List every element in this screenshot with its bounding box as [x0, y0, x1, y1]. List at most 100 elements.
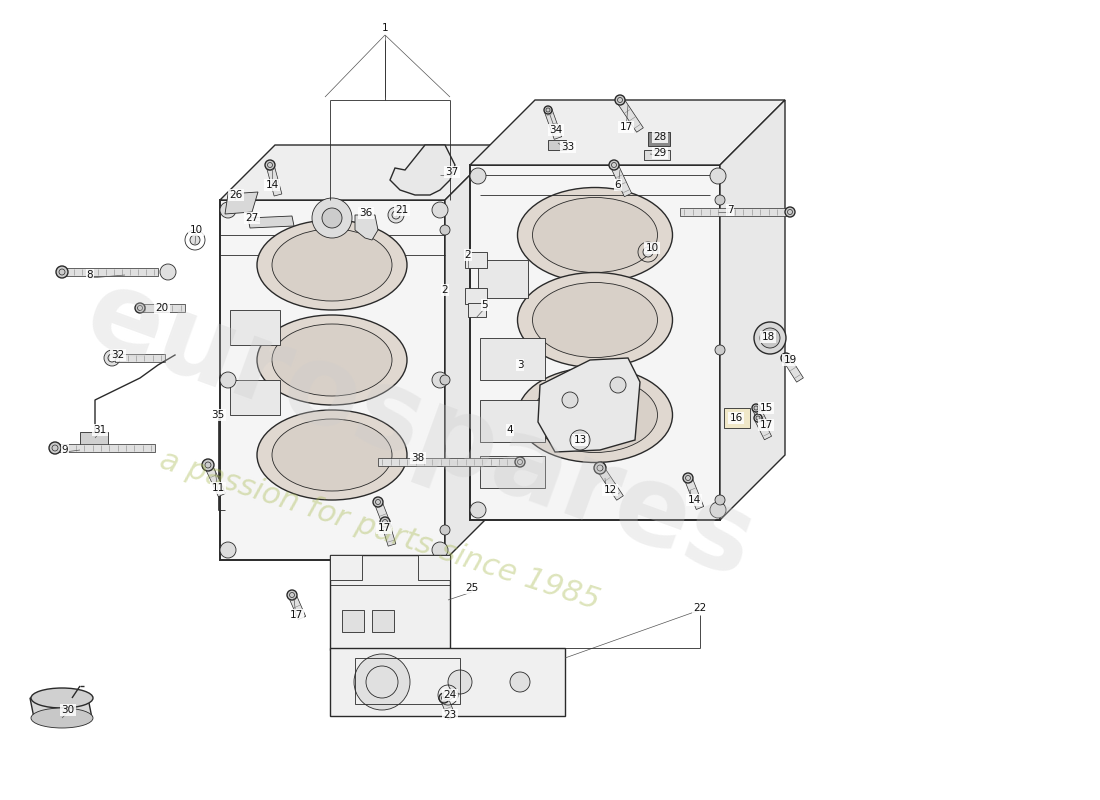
Polygon shape [116, 354, 165, 362]
Polygon shape [610, 163, 631, 197]
Circle shape [710, 502, 726, 518]
Circle shape [220, 542, 236, 558]
Circle shape [594, 462, 606, 474]
Circle shape [432, 372, 448, 388]
Circle shape [448, 670, 472, 694]
Circle shape [715, 195, 725, 205]
Text: 23: 23 [443, 710, 456, 720]
Text: 38: 38 [411, 453, 425, 463]
Text: a passion for parts since 1985: a passion for parts since 1985 [156, 445, 604, 615]
Text: 5: 5 [482, 300, 488, 310]
Ellipse shape [31, 708, 94, 728]
Circle shape [710, 168, 726, 184]
Ellipse shape [532, 282, 658, 358]
Ellipse shape [517, 273, 672, 367]
Circle shape [570, 430, 590, 450]
Circle shape [781, 353, 791, 363]
Ellipse shape [272, 419, 392, 491]
Ellipse shape [517, 367, 672, 462]
Ellipse shape [532, 378, 658, 453]
Text: 17: 17 [289, 610, 302, 620]
Polygon shape [355, 215, 378, 240]
Text: 2: 2 [464, 250, 471, 260]
Circle shape [373, 497, 383, 507]
Bar [330, 555, 450, 650]
Circle shape [104, 350, 120, 366]
Polygon shape [390, 145, 455, 195]
Text: 1: 1 [382, 23, 388, 33]
Circle shape [220, 372, 236, 388]
Circle shape [562, 392, 578, 408]
Circle shape [715, 495, 725, 505]
Circle shape [287, 590, 297, 600]
Circle shape [312, 198, 352, 238]
Polygon shape [596, 466, 624, 500]
Circle shape [354, 654, 410, 710]
Bar [548, 140, 566, 150]
Bar [478, 260, 528, 298]
Circle shape [544, 106, 552, 114]
Circle shape [470, 502, 486, 518]
Text: 33: 33 [561, 142, 574, 152]
Circle shape [432, 202, 448, 218]
Text: 26: 26 [230, 190, 243, 200]
Polygon shape [684, 477, 704, 510]
Ellipse shape [272, 324, 392, 396]
Polygon shape [62, 268, 158, 276]
Polygon shape [220, 145, 500, 200]
Text: 4: 4 [507, 425, 514, 435]
Ellipse shape [257, 410, 407, 500]
Ellipse shape [31, 688, 94, 708]
Circle shape [644, 247, 653, 257]
Circle shape [439, 693, 449, 703]
Circle shape [754, 414, 762, 422]
Bar [468, 303, 486, 317]
Text: 31: 31 [94, 425, 107, 435]
Polygon shape [205, 463, 225, 497]
Polygon shape [55, 444, 155, 452]
Circle shape [160, 264, 176, 280]
Circle shape [715, 345, 725, 355]
Circle shape [190, 235, 200, 245]
Bar [372, 610, 394, 632]
Ellipse shape [257, 220, 407, 310]
Polygon shape [617, 98, 643, 132]
Bar [230, 310, 280, 345]
Circle shape [470, 168, 486, 184]
Circle shape [615, 95, 625, 105]
Circle shape [752, 404, 760, 412]
Circle shape [432, 542, 448, 558]
Polygon shape [538, 358, 640, 452]
Polygon shape [220, 200, 446, 560]
Ellipse shape [272, 229, 392, 301]
Text: 9: 9 [62, 445, 68, 455]
Text: 25: 25 [465, 583, 478, 593]
Text: 28: 28 [653, 132, 667, 142]
Ellipse shape [517, 187, 672, 282]
Bar [648, 132, 670, 146]
Circle shape [610, 377, 626, 393]
Polygon shape [470, 100, 785, 165]
Text: 27: 27 [245, 213, 258, 223]
Circle shape [440, 525, 450, 535]
Bar [465, 288, 487, 304]
Text: 10: 10 [646, 243, 659, 253]
Polygon shape [248, 216, 294, 228]
Circle shape [322, 208, 342, 228]
Polygon shape [382, 521, 396, 546]
Text: 36: 36 [360, 208, 373, 218]
Polygon shape [30, 698, 92, 718]
Polygon shape [782, 356, 803, 382]
Text: 16: 16 [729, 413, 743, 423]
Circle shape [220, 202, 236, 218]
Text: 11: 11 [211, 483, 224, 493]
Bar [342, 610, 364, 632]
Polygon shape [378, 458, 520, 466]
Text: 21: 21 [395, 205, 408, 215]
Text: 14: 14 [688, 495, 701, 505]
Circle shape [515, 457, 525, 467]
Text: 2: 2 [442, 285, 449, 295]
Circle shape [379, 517, 390, 527]
Text: 14: 14 [265, 180, 278, 190]
Text: 18: 18 [761, 332, 774, 342]
